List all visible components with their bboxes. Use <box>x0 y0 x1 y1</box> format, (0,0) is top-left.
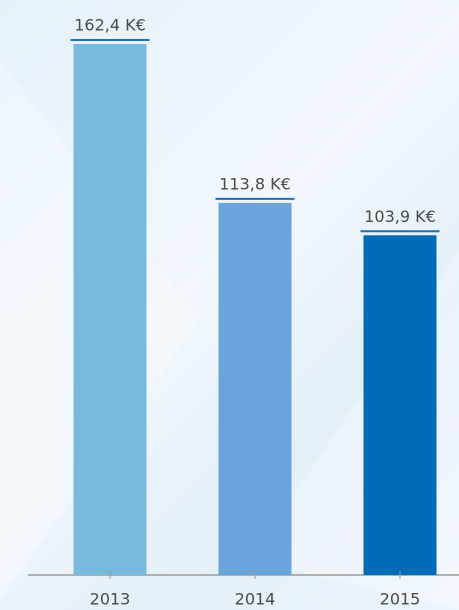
bar <box>363 235 437 575</box>
value-label: 162,4 K€ <box>74 16 146 35</box>
value-label: 113,8 K€ <box>219 174 291 193</box>
x-tick-label: 2014 <box>235 590 276 609</box>
x-tick-label: 2015 <box>380 590 421 609</box>
x-tick-label: 2013 <box>90 590 131 609</box>
value-label: 103,9 K€ <box>364 207 436 226</box>
bar <box>73 44 147 575</box>
bar <box>218 202 292 575</box>
